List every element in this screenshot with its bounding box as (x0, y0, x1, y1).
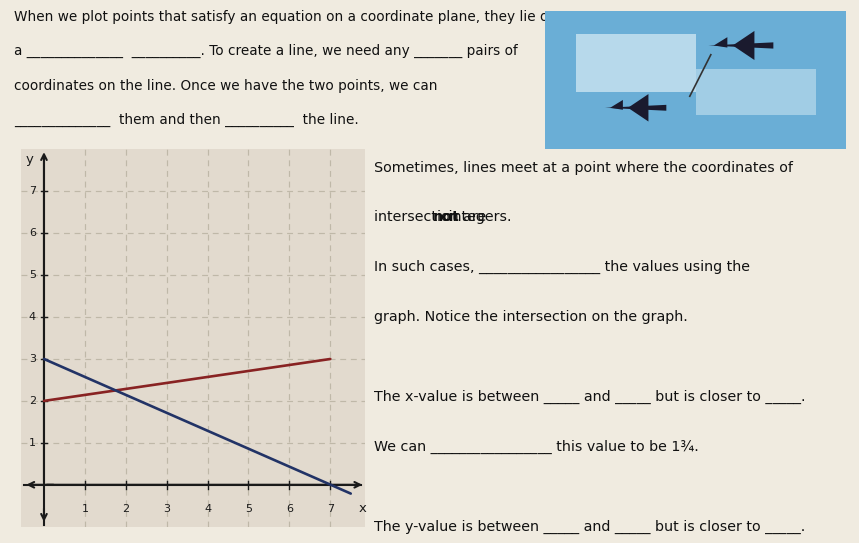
Polygon shape (628, 94, 649, 122)
Text: 4: 4 (204, 504, 211, 514)
Polygon shape (714, 37, 728, 48)
Text: The y-value is between _____ and _____ but is closer to _____.: The y-value is between _____ and _____ b… (374, 520, 805, 534)
Text: Sometimes, lines meet at a point where the coordinates of: Sometimes, lines meet at a point where t… (374, 161, 793, 175)
Text: 5: 5 (245, 504, 252, 514)
Polygon shape (709, 42, 773, 48)
Text: a ______________  __________. To create a line, we need any _______ pairs of: a ______________ __________. To create a… (14, 44, 518, 58)
Text: not: not (433, 211, 460, 224)
Text: 2: 2 (28, 396, 36, 406)
Text: 4: 4 (28, 312, 36, 322)
Text: 7: 7 (326, 504, 334, 514)
Text: ______________  them and then __________  the line.: ______________ them and then __________ … (14, 113, 359, 128)
Text: y: y (26, 153, 34, 166)
Text: coordinates on the line. Once we have the two points, we can: coordinates on the line. Once we have th… (14, 79, 437, 93)
Text: 3: 3 (29, 354, 36, 364)
Text: graph. Notice the intersection on the graph.: graph. Notice the intersection on the gr… (374, 310, 687, 324)
Bar (576, 34, 696, 92)
Text: 6: 6 (286, 504, 293, 514)
Text: 3: 3 (163, 504, 170, 514)
Text: intersection are: intersection are (374, 211, 490, 224)
Polygon shape (605, 105, 667, 111)
Text: When we plot points that satisfy an equation on a coordinate plane, they lie on: When we plot points that satisfy an equa… (14, 9, 557, 23)
Text: 2: 2 (122, 504, 130, 514)
Text: integers.: integers. (444, 211, 512, 224)
Text: We can _________________ this value to be 1¾.: We can _________________ this value to b… (374, 440, 698, 454)
Text: x: x (359, 502, 367, 515)
Text: In such cases, _________________ the values using the: In such cases, _________________ the val… (374, 260, 750, 274)
Text: 5: 5 (29, 270, 36, 280)
Text: 1: 1 (29, 438, 36, 448)
Bar (696, 68, 816, 115)
Text: 7: 7 (28, 186, 36, 196)
Polygon shape (610, 100, 623, 110)
Text: 1: 1 (82, 504, 88, 514)
Polygon shape (733, 31, 754, 60)
Text: The x-value is between _____ and _____ but is closer to _____.: The x-value is between _____ and _____ b… (374, 390, 805, 404)
Text: 6: 6 (29, 228, 36, 238)
